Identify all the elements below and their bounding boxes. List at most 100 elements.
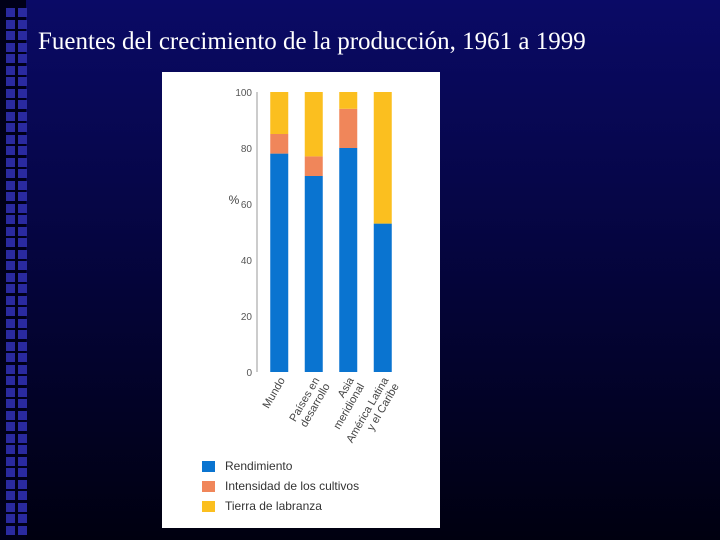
bullet-square <box>6 192 15 201</box>
legend-label: Intensidad de los cultivos <box>225 479 360 493</box>
bullet-square <box>18 65 27 75</box>
bullet-square <box>6 203 15 213</box>
bullet-square <box>6 445 15 454</box>
y-tick-label: 80 <box>241 144 253 155</box>
bullet-square <box>6 215 15 224</box>
bullet-square <box>6 456 15 466</box>
bullet-square <box>18 468 27 477</box>
bullet-square <box>6 134 15 144</box>
bar-segment <box>373 223 392 372</box>
legend-label: Rendimiento <box>225 459 293 473</box>
bullet-square <box>18 399 27 408</box>
bullet-square <box>18 203 27 213</box>
bullet-square <box>6 318 15 328</box>
bullet-square <box>6 502 15 512</box>
bullet-square <box>18 364 27 374</box>
bullet-square <box>18 249 27 259</box>
bullet-square <box>18 226 27 236</box>
bullet-square <box>6 307 15 316</box>
bullet-square <box>6 272 15 282</box>
bullet-square <box>18 422 27 431</box>
legend-item: Intensidad de los cultivos <box>202 476 359 496</box>
bullet-square <box>18 146 27 155</box>
y-tick-label: 40 <box>241 256 253 267</box>
bullet-square <box>6 410 15 420</box>
bullet-square <box>6 100 15 109</box>
bullet-square <box>6 123 15 132</box>
bullet-square <box>6 42 15 52</box>
bullet-square <box>6 514 15 523</box>
bar-segment <box>304 92 323 157</box>
bullet-square <box>18 111 27 121</box>
bar-segment <box>270 134 289 154</box>
bar-segment <box>339 108 358 148</box>
bullet-square <box>18 180 27 190</box>
bullet-square <box>18 19 27 29</box>
bullet-square <box>6 146 15 155</box>
bullet-square <box>6 54 15 63</box>
legend-item: Rendimiento <box>202 456 359 476</box>
bullet-square <box>6 491 15 500</box>
bullet-square <box>6 468 15 477</box>
bullet-square <box>18 31 27 40</box>
y-tick-label: 20 <box>241 312 253 323</box>
y-axis-label: % <box>229 193 240 207</box>
bullet-square <box>18 54 27 63</box>
y-tick-label: 100 <box>235 88 252 99</box>
bullet-square <box>18 479 27 489</box>
slide-title: Fuentes del crecimiento de la producción… <box>38 28 586 55</box>
bullet-square <box>18 238 27 247</box>
bullet-square <box>6 31 15 40</box>
bar-segment <box>373 92 392 224</box>
bullet-square <box>6 261 15 270</box>
bullet-square <box>6 341 15 351</box>
bullet-square <box>6 238 15 247</box>
legend-swatch <box>202 500 215 512</box>
bullet-square <box>18 42 27 52</box>
bullet-square <box>6 19 15 29</box>
bullet-square <box>18 330 27 339</box>
bullet-square <box>18 445 27 454</box>
bullet-square <box>6 364 15 374</box>
bullet-square <box>18 514 27 523</box>
chart-legend: Rendimiento Intensidad de los cultivos Tie… <box>202 456 359 516</box>
bullet-strip <box>0 0 27 540</box>
bullet-square <box>18 169 27 178</box>
bullet-square <box>6 399 15 408</box>
bullet-square <box>6 249 15 259</box>
bar-segment <box>339 92 358 109</box>
bullet-square <box>6 479 15 489</box>
legend-swatch <box>202 460 215 472</box>
bullet-square <box>6 295 15 305</box>
bullet-square <box>18 318 27 328</box>
bullet-square <box>6 8 15 17</box>
bullet-square <box>6 422 15 431</box>
legend-swatch <box>202 480 215 492</box>
bullet-square <box>18 123 27 132</box>
bullet-square <box>6 284 15 293</box>
bar-segment <box>304 176 323 372</box>
bullet-square <box>6 226 15 236</box>
bar-segment <box>304 156 323 176</box>
bullet-square <box>18 433 27 443</box>
bullet-square <box>6 387 15 397</box>
bullet-square <box>6 330 15 339</box>
bullet-square <box>18 261 27 270</box>
bullet-square <box>18 100 27 109</box>
bullet-square <box>6 169 15 178</box>
y-tick-label: 60 <box>241 200 253 211</box>
bullet-square <box>18 157 27 167</box>
bar-segment <box>270 153 289 372</box>
bullet-square <box>18 456 27 466</box>
legend-item: Tierra de labranza <box>202 496 359 516</box>
bullet-square <box>18 341 27 351</box>
bullet-square <box>18 284 27 293</box>
bar-segment <box>339 148 358 372</box>
bullet-square <box>18 295 27 305</box>
bullet-square <box>18 387 27 397</box>
bullet-square <box>6 77 15 86</box>
bullet-square <box>6 65 15 75</box>
y-tick-label: 0 <box>246 368 252 379</box>
